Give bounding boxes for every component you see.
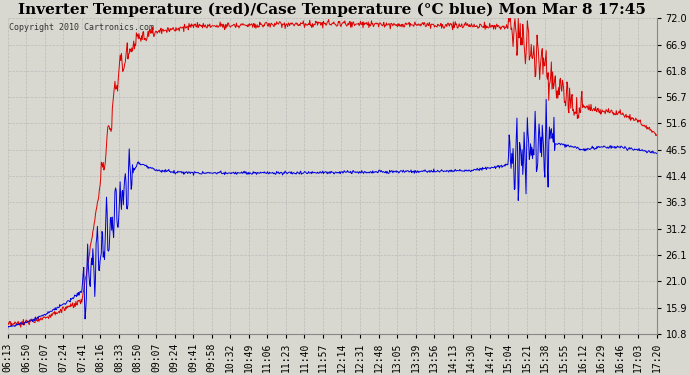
Text: Copyright 2010 Cartronics.com: Copyright 2010 Cartronics.com: [9, 23, 154, 32]
Title: Inverter Temperature (red)/Case Temperature (°C blue) Mon Mar 8 17:45: Inverter Temperature (red)/Case Temperat…: [18, 3, 646, 17]
